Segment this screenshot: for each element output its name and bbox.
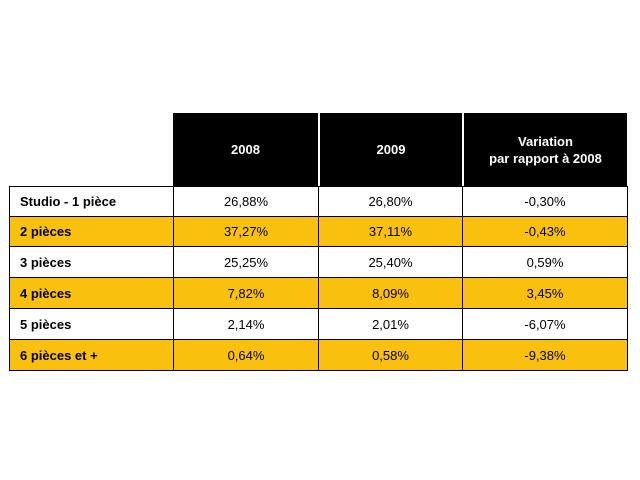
- cell-value: 26,80%: [318, 186, 463, 217]
- row-label: 4 pièces: [9, 277, 174, 309]
- cell-value: 26,88%: [173, 186, 319, 217]
- cell-value: 0,59%: [462, 246, 628, 278]
- header-cell: Variation par rapport à 2008: [464, 113, 627, 186]
- header-text: 2009: [376, 142, 406, 157]
- cell-value: -0,30%: [462, 186, 628, 217]
- row-label: 2 pièces: [9, 216, 174, 247]
- cell-value: 3,45%: [462, 277, 628, 309]
- cell-value: 2,01%: [318, 308, 463, 340]
- cell-value: 25,40%: [318, 246, 463, 278]
- cell-value: -0,43%: [462, 216, 628, 247]
- cell-value: 25,25%: [173, 246, 319, 278]
- cell-value: 8,09%: [318, 277, 463, 309]
- cell-value: 37,27%: [173, 216, 319, 247]
- row-label: 3 pièces: [9, 246, 174, 278]
- cell-value: 0,64%: [173, 339, 319, 371]
- cell-value: 37,11%: [318, 216, 463, 247]
- cell-value: -9,38%: [462, 339, 628, 371]
- row-label: 6 pièces et +: [9, 339, 174, 371]
- cell-value: 7,82%: [173, 277, 319, 309]
- cell-value: 0,58%: [318, 339, 463, 371]
- header-text: Variation: [518, 133, 573, 149]
- cell-value: -6,07%: [462, 308, 628, 340]
- header-cell: 2009: [320, 113, 462, 186]
- row-label: Studio - 1 pièce: [9, 186, 174, 217]
- header-cell: 2008: [173, 113, 318, 186]
- header-text: par rapport à 2008: [489, 150, 602, 166]
- cell-value: 2,14%: [173, 308, 319, 340]
- header-text: 2008: [231, 142, 260, 157]
- row-label: 5 pièces: [9, 308, 174, 340]
